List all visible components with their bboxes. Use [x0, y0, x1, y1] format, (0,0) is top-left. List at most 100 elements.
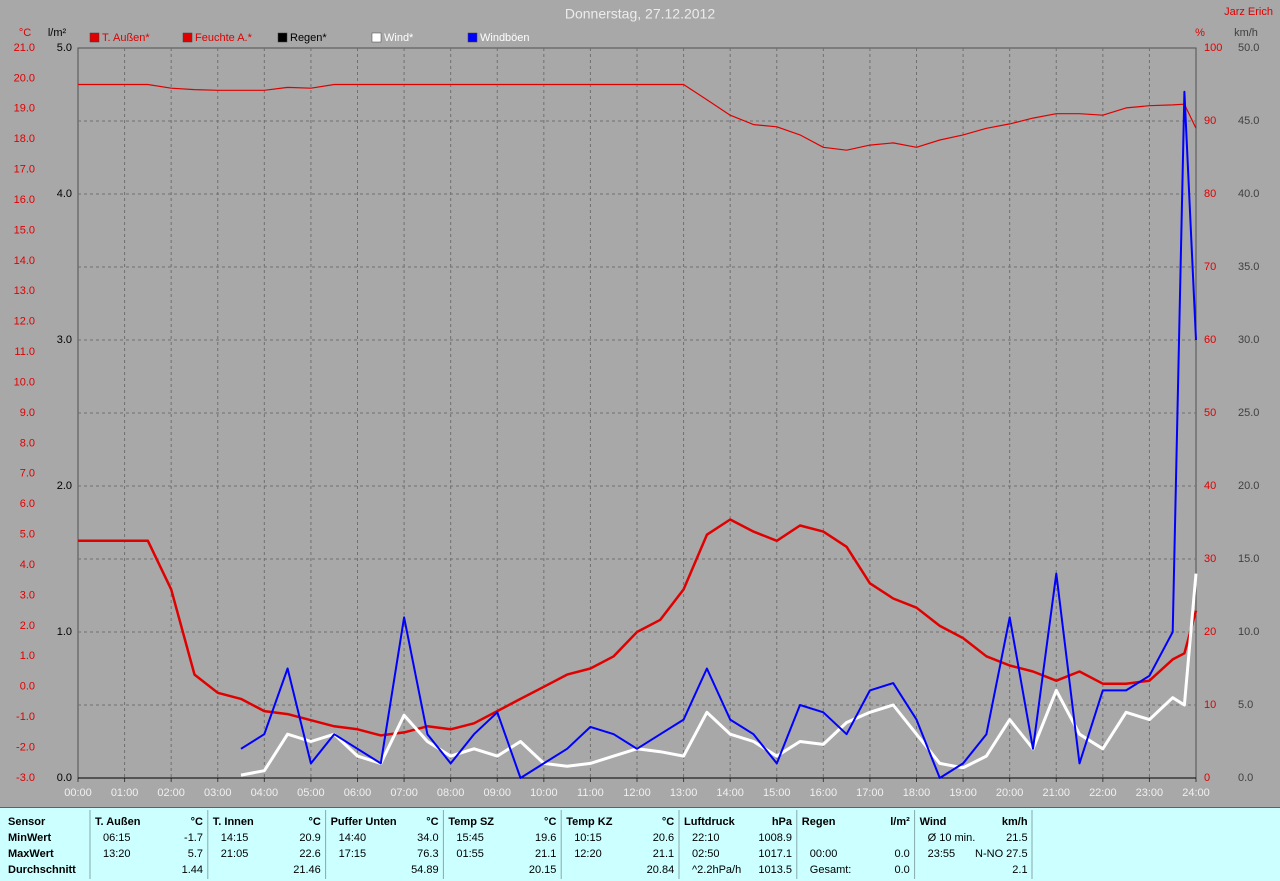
x-tick-label: 21:00: [1042, 787, 1070, 799]
cell-value: 0.0: [895, 864, 910, 876]
x-tick-label: 16:00: [810, 787, 838, 799]
y-tick-label: 20.0: [14, 72, 35, 84]
y-tick-label: 0.0: [20, 681, 35, 693]
y-tick-label: 30.0: [1238, 334, 1259, 346]
group-name: T. Außen: [95, 816, 141, 828]
group-name: Regen: [802, 816, 836, 828]
y-tick-label: 4.0: [57, 188, 72, 200]
y-tick-label: 7.0: [20, 468, 35, 480]
x-tick-label: 19:00: [949, 787, 977, 799]
group-name: Temp SZ: [448, 816, 494, 828]
y-tick-label: -2.0: [16, 741, 35, 753]
legend-label: Regen*: [290, 32, 327, 44]
cell-time: 17:15: [339, 848, 367, 860]
y-tick-label: 5.0: [1238, 699, 1253, 711]
group-unit: °C: [426, 816, 438, 828]
group-unit: °C: [662, 816, 674, 828]
x-tick-label: 23:00: [1136, 787, 1164, 799]
legend-swatch: [467, 32, 478, 43]
y-tick-label: -1.0: [16, 711, 35, 723]
x-tick-label: 10:00: [530, 787, 558, 799]
y-tick-label: 60: [1204, 334, 1216, 346]
y-tick-label: 15.0: [1238, 553, 1259, 565]
y-tick-label: 10: [1204, 699, 1216, 711]
x-tick-label: 03:00: [204, 787, 232, 799]
cell-value: 20.9: [299, 832, 320, 844]
series-line: [240, 573, 1198, 777]
x-tick-label: 02:00: [157, 787, 185, 799]
y-tick-label: 5.0: [20, 529, 35, 541]
group-name: Wind: [920, 816, 947, 828]
series-line: [240, 90, 1197, 779]
y-tick-label: 6.0: [20, 498, 35, 510]
legend-swatch: [182, 32, 193, 43]
cell-value: 20.15: [529, 864, 557, 876]
y-tick-label: 25.0: [1238, 407, 1259, 419]
x-tick-label: 24:00: [1182, 787, 1210, 799]
legend-label: T. Außen*: [102, 32, 150, 44]
x-tick-label: 06:00: [344, 787, 372, 799]
cell-time: 14:40: [339, 832, 367, 844]
x-tick-label: 07:00: [390, 787, 418, 799]
x-tick-label: 12:00: [623, 787, 651, 799]
cell-value: 21.46: [293, 864, 321, 876]
legend-swatch: [89, 32, 100, 43]
legend-label: Wind*: [384, 32, 414, 44]
x-tick-label: 18:00: [903, 787, 931, 799]
series-line: [78, 518, 1198, 737]
legend-label: Feuchte A.*: [195, 32, 253, 44]
cell-time: 15:45: [456, 832, 484, 844]
cell-time: 06:15: [103, 832, 131, 844]
group-unit: hPa: [772, 816, 793, 828]
y-tick-label: 11.0: [14, 346, 35, 358]
y-tick-label: 80: [1204, 188, 1216, 200]
y-tick-label: 10.0: [1238, 626, 1259, 638]
cell-value: 2.1: [1012, 864, 1027, 876]
y-tick-label: 2.0: [57, 480, 72, 492]
y-tick-label: 15.0: [14, 224, 35, 236]
group-name: T. Innen: [213, 816, 254, 828]
cell-value: 1.44: [182, 864, 203, 876]
y-tick-label: 0: [1204, 772, 1210, 784]
y-tick-label: 1.0: [20, 650, 35, 662]
cell-value: 1013.5: [758, 864, 792, 876]
cell-value: 22.6: [299, 848, 320, 860]
cell-time: 22:10: [692, 832, 720, 844]
cell-value: 1017.1: [758, 848, 792, 860]
row-label: Durchschnitt: [8, 864, 76, 876]
legend-label: Windböen: [480, 32, 530, 44]
y-tick-label: 19.0: [14, 103, 35, 115]
legend-swatch: [277, 32, 288, 43]
y-tick-label: 100: [1204, 42, 1222, 54]
cell-value: 54.89: [411, 864, 439, 876]
y-tick-label: 35.0: [1238, 261, 1259, 273]
cell-value: 1008.9: [758, 832, 792, 844]
cell-time: Gesamt:: [810, 864, 852, 876]
y-tick-label: 3.0: [57, 334, 72, 346]
cell-value: N-NO 27.5: [975, 848, 1028, 860]
x-tick-label: 08:00: [437, 787, 465, 799]
y-tick-label: 20: [1204, 626, 1216, 638]
x-tick-label: 09:00: [483, 787, 511, 799]
cell-value: 20.6: [653, 832, 674, 844]
group-unit: km/h: [1002, 816, 1028, 828]
y-tick-label: 40.0: [1238, 188, 1259, 200]
cell-value: 21.1: [535, 848, 556, 860]
y-tick-label: 12.0: [14, 316, 35, 328]
y-tick-label: 8.0: [20, 437, 35, 449]
row-label: MaxWert: [8, 848, 54, 860]
chart-title: Donnerstag, 27.12.2012: [565, 6, 715, 22]
cell-time: 10:15: [574, 832, 602, 844]
y-tick-label: 14.0: [14, 255, 35, 267]
cell-time: ^2.2hPa/h: [692, 864, 741, 876]
axis-unit: %: [1195, 27, 1205, 39]
cell-value: 76.3: [417, 848, 438, 860]
x-tick-label: 00:00: [64, 787, 92, 799]
table-header: Sensor: [8, 816, 46, 828]
y-tick-label: 30: [1204, 553, 1216, 565]
y-tick-label: 3.0: [20, 589, 35, 601]
cell-value: 19.6: [535, 832, 556, 844]
chart-bg: [0, 0, 1280, 807]
y-tick-label: 5.0: [57, 42, 72, 54]
